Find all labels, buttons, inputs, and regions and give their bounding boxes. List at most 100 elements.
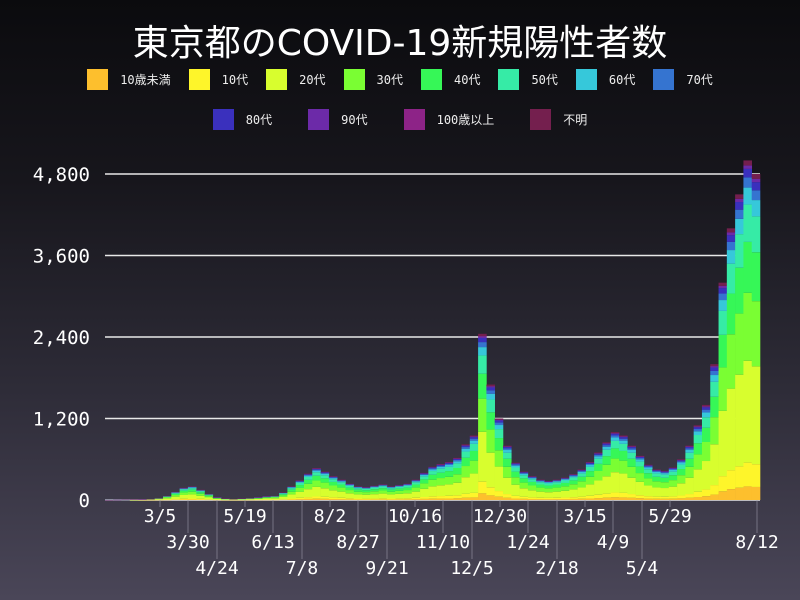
bar-segment (453, 463, 462, 468)
x-tick-label: 11/10 (416, 532, 470, 553)
bar-segment (544, 497, 554, 500)
bar-segment (552, 481, 562, 483)
bar-segment (635, 459, 645, 462)
x-tick-label: 8/12 (735, 532, 778, 553)
bar-segment (436, 485, 446, 497)
legend-label: 90代 (341, 113, 368, 127)
bar-segment (652, 476, 661, 482)
bar-segment (353, 487, 363, 489)
bar-segment (511, 467, 520, 472)
bar-segment (428, 496, 437, 499)
bar-segment (635, 498, 645, 500)
bar-segment (527, 490, 537, 498)
bar-segment (635, 455, 645, 457)
bar-segment (619, 440, 628, 444)
bar-segment (295, 487, 305, 492)
bar-segment (710, 444, 719, 486)
bar-segment (602, 449, 612, 457)
legend-item: 20代 (266, 69, 326, 90)
bar-segment (486, 390, 495, 394)
legend-label: 100歳以上 (436, 113, 495, 127)
bar-segment (726, 241, 736, 251)
bar-segment (668, 498, 678, 500)
bar-segment (602, 445, 612, 447)
bar-segment (378, 499, 388, 500)
bar-segment (561, 486, 570, 491)
x-tick-label: 7/8 (286, 558, 319, 579)
bar-segment (444, 495, 454, 499)
bar-segment (701, 461, 711, 490)
bar-segment (337, 499, 346, 500)
bar-segment (395, 487, 404, 489)
bar-segment (693, 454, 703, 470)
bar-segment (677, 469, 686, 476)
bar-segment (362, 488, 371, 489)
bar-segment (751, 252, 761, 302)
bar-segment (428, 469, 437, 472)
bar-segment (536, 487, 545, 492)
bar-segment (610, 458, 620, 473)
bar-segment (420, 475, 429, 477)
bar-segment (577, 498, 587, 500)
bar-segment (279, 496, 288, 500)
bar-segment (502, 448, 512, 451)
bar-segment (652, 498, 661, 500)
bar-segment (494, 422, 504, 426)
bar-segment (619, 438, 628, 441)
bar-segment (420, 488, 429, 498)
bar-segment (212, 498, 222, 500)
bar-segment (635, 495, 645, 499)
bar-segment (643, 465, 653, 467)
bar-segment (163, 496, 172, 498)
bar-segment (461, 497, 471, 500)
x-tick-label: 3/15 (563, 506, 606, 527)
bar-segment (635, 461, 645, 467)
bar-segment (569, 476, 578, 478)
bar-segment (204, 496, 214, 498)
bar-segment (561, 478, 570, 479)
bar-segment (411, 487, 421, 492)
bar-segment (643, 466, 653, 468)
bar-segment (610, 440, 620, 449)
bar-segment (486, 393, 495, 400)
bar-segment (187, 488, 197, 490)
bar-segment (544, 481, 554, 483)
bar-segment (751, 178, 761, 183)
bar-segment (693, 426, 703, 428)
bar-segment (735, 374, 744, 467)
bar-segment (478, 481, 487, 494)
legend-item: 80代 (212, 109, 273, 130)
bar-segment (610, 432, 620, 434)
legend-label: 80代 (245, 113, 273, 127)
bar-segment (362, 488, 371, 491)
legend-swatch (212, 109, 234, 130)
bar-segment (693, 443, 703, 455)
bar-segment (610, 433, 620, 436)
bar-segment (420, 497, 429, 499)
bar-segment (627, 494, 636, 498)
legend-swatch (188, 69, 210, 90)
bar-segment (536, 480, 545, 481)
bar-segment (710, 375, 719, 382)
bar-segment (735, 194, 744, 199)
bar-segment (337, 482, 346, 485)
bar-segment (444, 498, 454, 500)
bar-segment (436, 466, 446, 469)
bar-segment (668, 469, 678, 471)
bar-segment (494, 491, 504, 497)
bar-segment (196, 492, 205, 494)
bar-segment (685, 447, 694, 449)
bar-segment (602, 443, 612, 444)
bar-segment (328, 477, 338, 479)
bar-segment (511, 464, 520, 466)
bar-segment (196, 490, 205, 492)
bar-segment (486, 487, 495, 496)
bar-segment (693, 435, 703, 444)
bar-segment (494, 429, 504, 439)
bar-segment (502, 450, 512, 453)
bar-segment (436, 496, 446, 499)
bar-segment (726, 250, 736, 264)
bar-segment (478, 431, 487, 482)
bar-segment (279, 495, 288, 497)
bar-segment (254, 498, 263, 499)
